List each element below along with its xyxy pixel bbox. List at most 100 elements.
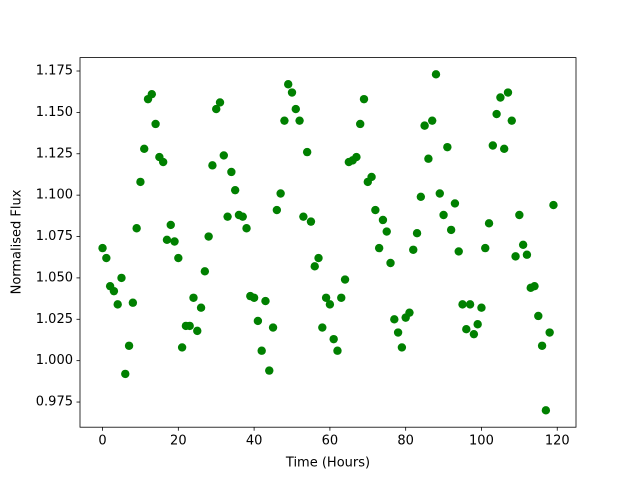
point bbox=[382, 227, 391, 236]
x-tick-label: 120 bbox=[545, 434, 570, 449]
point bbox=[185, 321, 194, 331]
point bbox=[121, 369, 130, 379]
y-tick-label: 1.125 bbox=[36, 146, 73, 161]
point bbox=[439, 210, 448, 220]
y-tick-label: 1.050 bbox=[36, 270, 73, 285]
point bbox=[174, 253, 183, 263]
x-tick-label: 20 bbox=[170, 434, 187, 449]
point bbox=[473, 320, 482, 329]
y-axis-label: Normalised Flux bbox=[10, 189, 25, 294]
point bbox=[518, 240, 528, 249]
point bbox=[386, 258, 395, 268]
point bbox=[291, 104, 300, 114]
x-tick-label: 60 bbox=[322, 434, 339, 449]
point bbox=[314, 253, 323, 263]
point bbox=[443, 142, 452, 152]
point bbox=[318, 323, 327, 332]
x-tick-label: 0 bbox=[98, 434, 106, 449]
point bbox=[511, 252, 520, 261]
point bbox=[136, 177, 145, 187]
point bbox=[477, 303, 486, 312]
point bbox=[193, 326, 202, 336]
y-tick-label: 1.000 bbox=[36, 353, 73, 368]
point bbox=[295, 116, 304, 125]
point bbox=[507, 116, 516, 125]
point bbox=[140, 144, 149, 153]
point bbox=[113, 300, 122, 309]
point bbox=[435, 189, 444, 198]
point bbox=[458, 300, 467, 309]
point bbox=[329, 334, 338, 344]
point bbox=[102, 253, 111, 263]
point bbox=[189, 293, 198, 302]
point bbox=[337, 293, 346, 302]
point bbox=[200, 267, 210, 276]
point bbox=[378, 215, 388, 225]
point bbox=[484, 219, 494, 228]
point bbox=[284, 80, 293, 89]
point bbox=[257, 346, 266, 355]
point bbox=[265, 366, 274, 375]
point bbox=[492, 109, 501, 119]
point bbox=[446, 225, 456, 235]
point bbox=[416, 192, 426, 201]
point bbox=[522, 250, 532, 259]
point bbox=[469, 329, 479, 339]
point bbox=[302, 147, 312, 157]
point bbox=[397, 343, 407, 352]
point bbox=[238, 212, 247, 221]
point bbox=[299, 212, 308, 221]
point bbox=[151, 119, 160, 129]
point bbox=[409, 245, 418, 254]
point bbox=[268, 323, 278, 332]
point bbox=[147, 89, 157, 99]
point bbox=[352, 152, 361, 162]
point bbox=[287, 88, 297, 97]
point bbox=[545, 328, 554, 337]
x-tick-label: 100 bbox=[469, 434, 494, 449]
y-tick-label: 0.975 bbox=[36, 395, 73, 410]
point bbox=[128, 298, 138, 307]
point bbox=[306, 217, 316, 226]
point bbox=[340, 275, 350, 284]
point bbox=[204, 232, 213, 241]
point bbox=[530, 281, 539, 291]
point bbox=[541, 406, 551, 415]
point bbox=[465, 300, 475, 309]
point bbox=[162, 235, 172, 245]
point bbox=[109, 286, 119, 296]
point bbox=[170, 237, 179, 246]
point bbox=[208, 161, 217, 170]
point bbox=[132, 224, 141, 233]
point bbox=[321, 293, 331, 302]
point bbox=[481, 243, 490, 253]
point bbox=[428, 116, 437, 125]
point bbox=[177, 343, 187, 352]
point bbox=[534, 311, 543, 321]
point bbox=[393, 328, 403, 337]
y-tick-label: 1.075 bbox=[36, 229, 73, 244]
point bbox=[537, 341, 547, 350]
point bbox=[390, 315, 399, 324]
point bbox=[253, 316, 263, 326]
point bbox=[261, 296, 270, 306]
point bbox=[424, 154, 433, 163]
point bbox=[325, 300, 335, 309]
x-tick-label: 40 bbox=[246, 434, 263, 449]
point bbox=[499, 144, 509, 153]
point bbox=[117, 273, 126, 283]
point bbox=[374, 243, 384, 253]
y-tick-label: 1.150 bbox=[36, 105, 73, 120]
y-tick-label: 1.025 bbox=[36, 312, 73, 327]
point bbox=[223, 212, 232, 221]
point bbox=[431, 70, 441, 79]
x-tick-label: 80 bbox=[397, 434, 414, 449]
point bbox=[212, 104, 221, 114]
point bbox=[412, 229, 422, 238]
x-axis-label: Time (Hours) bbox=[285, 456, 370, 471]
point bbox=[333, 346, 342, 355]
point bbox=[356, 119, 365, 129]
point bbox=[310, 262, 319, 271]
